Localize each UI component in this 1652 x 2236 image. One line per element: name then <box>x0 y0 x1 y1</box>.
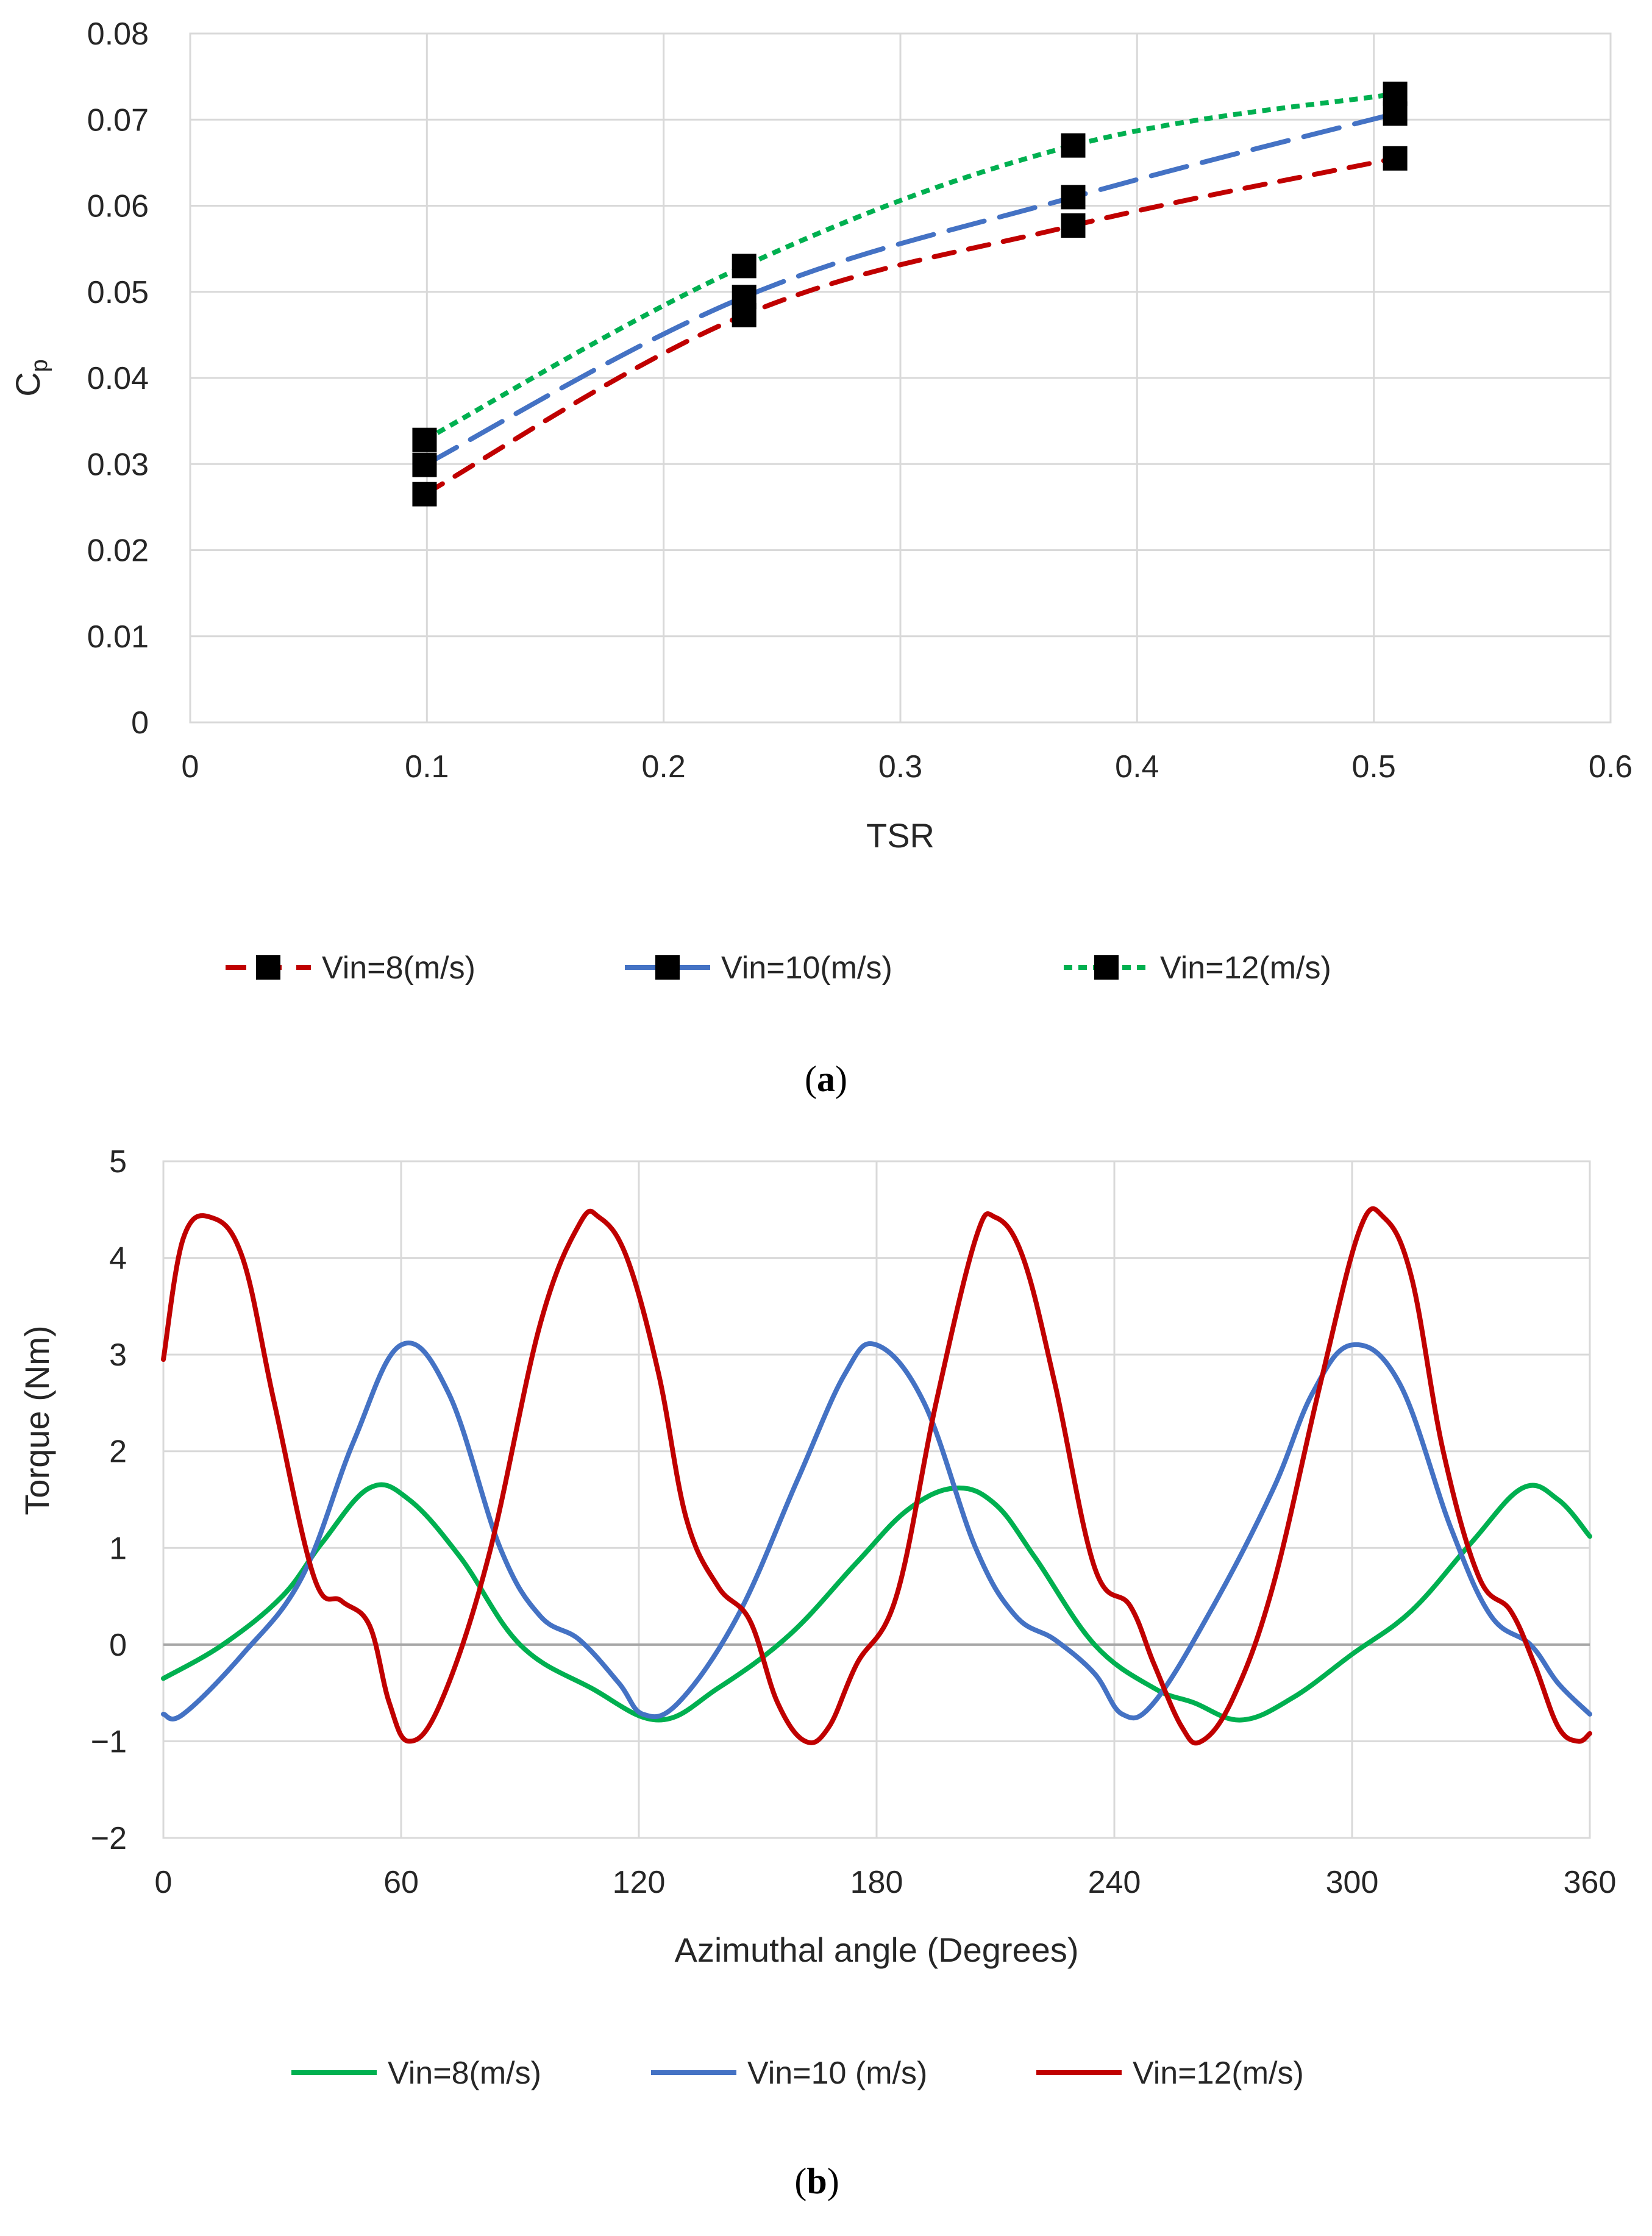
a-data-point-s3 <box>1383 81 1408 106</box>
chart-a-series <box>412 81 1408 507</box>
b-legend-label-3: Vin=12(m/s) <box>1133 2056 1304 2091</box>
a-legend-marker-2 <box>655 955 680 980</box>
b-x-tick-label: 300 <box>1326 1865 1379 1900</box>
b-series-line-2 <box>161 1341 1592 1722</box>
a-y-tick-label: 0.04 <box>87 361 149 396</box>
a-series-line-2 <box>422 111 1398 468</box>
a-y-tick-label: 0 <box>131 705 149 741</box>
a-data-point-s2 <box>1061 185 1086 210</box>
a-x-tick-label: 0.2 <box>642 749 686 785</box>
b-y-tick-label: 2 <box>109 1434 127 1470</box>
b-x-tick-label: 240 <box>1088 1865 1141 1900</box>
chart-b-x-tick-labels: 0 60 120 180 240 300 360 <box>155 1865 1617 1900</box>
a-data-point-s3 <box>1061 133 1086 158</box>
a-data-point-s2 <box>412 452 437 477</box>
b-series-line-3 <box>161 1206 1592 1746</box>
a-legend-marker-3 <box>1094 955 1119 980</box>
a-x-tick-label: 0.6 <box>1589 749 1632 785</box>
b-legend-label-2: Vin=10 (m/s) <box>747 2056 927 2091</box>
chart-a-y-axis-title: Cp <box>9 359 52 397</box>
a-x-tick-label: 0.3 <box>878 749 922 785</box>
a-data-point-s3 <box>732 254 757 279</box>
a-x-tick-label: 0.4 <box>1115 749 1159 785</box>
chart-a-x-tick-labels: 0 0.1 0.2 0.3 0.4 0.5 0.6 <box>182 749 1633 785</box>
a-legend-marker-1 <box>256 955 280 980</box>
a-data-point-s3 <box>412 427 437 452</box>
a-y-tick-label: 0.06 <box>87 189 149 224</box>
a-data-point-s1 <box>1061 213 1086 238</box>
chart-b-torque-vs-azimuth: 0 60 120 180 240 300 360 −2 −1 0 1 2 3 4 5 Azimuthal … <box>18 1144 1616 2201</box>
b-x-tick-label: 180 <box>850 1865 903 1900</box>
chart-b-caption: (b) <box>794 2161 839 2201</box>
a-y-tick-label: 0.01 <box>87 619 149 655</box>
b-legend-label-1: Vin=8(m/s) <box>388 2056 541 2091</box>
chart-a-caption: (a) <box>805 1059 847 1099</box>
b-y-tick-label: 0 <box>109 1628 127 1663</box>
a-y-tick-label: 0.07 <box>87 102 149 138</box>
a-data-point-s1 <box>1383 146 1408 171</box>
b-x-tick-label: 0 <box>155 1865 173 1900</box>
b-y-tick-label: 3 <box>109 1337 127 1373</box>
a-series-line-3 <box>423 91 1396 443</box>
a-legend-label-3: Vin=12(m/s) <box>1160 950 1331 986</box>
chart-a-x-axis-title: TSR <box>866 816 935 855</box>
chart-b-caption-letter: b <box>806 2161 827 2201</box>
a-y-tick-label: 0.03 <box>87 447 149 482</box>
chart-a-y-axis-title-main: C <box>9 372 47 396</box>
chart-b-legend: Vin=8(m/s) Vin=10 (m/s) Vin=12(m/s) <box>291 2056 1304 2091</box>
b-x-tick-label: 60 <box>383 1865 419 1900</box>
b-x-tick-label: 360 <box>1564 1865 1617 1900</box>
b-y-tick-label: 5 <box>109 1144 127 1180</box>
chart-b-x-axis-title: Azimuthal angle (Degrees) <box>675 1931 1079 1969</box>
chart-b-y-axis-title: Torque (Nm) <box>18 1325 56 1515</box>
chart-a-gridlines <box>189 32 1612 724</box>
a-x-tick-label: 0 <box>182 749 199 785</box>
a-y-tick-label: 0.05 <box>87 275 149 310</box>
b-y-tick-label: 1 <box>109 1531 127 1566</box>
chart-a-cp-vs-tsr: 0 0.1 0.2 0.3 0.4 0.5 0.6 0 0.01 0.02 0.03 0.04 0.0… <box>9 16 1632 1099</box>
b-y-tick-label: −1 <box>91 1724 127 1759</box>
a-y-tick-label: 0.02 <box>87 533 149 569</box>
chart-b-series <box>161 1206 1592 1746</box>
a-x-tick-label: 0.1 <box>405 749 449 785</box>
chart-a-legend: Vin=8(m/s) Vin=10(m/s) Vin=12(m/s) <box>226 950 1331 986</box>
chart-a-y-tick-labels: 0 0.01 0.02 0.03 0.04 0.05 0.06 0.07 0.08 <box>87 16 149 741</box>
b-x-tick-label: 120 <box>613 1865 666 1900</box>
b-series-line-1 <box>161 1482 1592 1723</box>
chart-a-y-axis-title-sub: p <box>27 359 52 372</box>
b-y-tick-label: 4 <box>109 1241 127 1276</box>
a-y-tick-label: 0.08 <box>87 16 149 52</box>
a-legend-label-1: Vin=8(m/s) <box>322 950 475 986</box>
b-y-tick-label: −2 <box>91 1821 127 1856</box>
a-x-tick-label: 0.5 <box>1352 749 1396 785</box>
a-series-line-1 <box>422 155 1398 497</box>
a-data-point-s1 <box>412 482 437 507</box>
a-legend-label-2: Vin=10(m/s) <box>721 950 892 986</box>
chart-b-y-tick-labels: −2 −1 0 1 2 3 4 5 <box>91 1144 127 1856</box>
a-data-point-s2 <box>732 285 757 310</box>
chart-a-caption-letter: a <box>817 1059 835 1099</box>
